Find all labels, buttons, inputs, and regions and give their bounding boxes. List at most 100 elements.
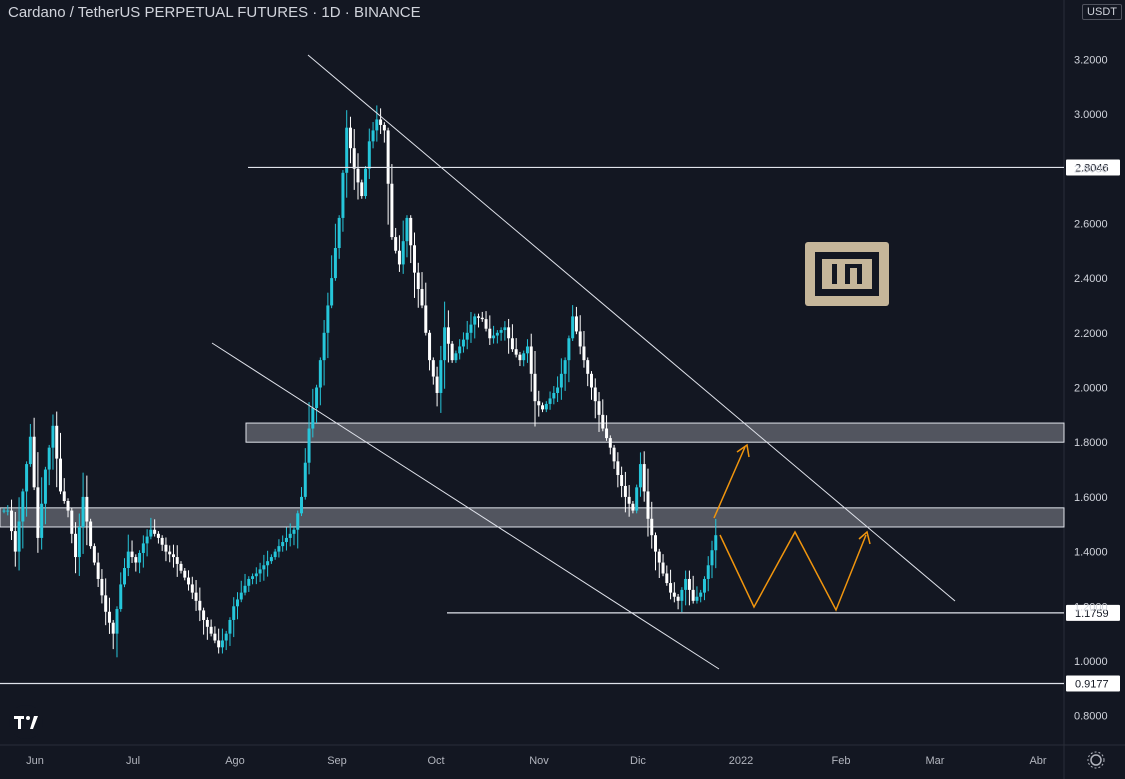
zones [0,422,1065,528]
candle-body [228,619,232,634]
candle-body [123,568,127,585]
x-tick-label: Jul [126,755,140,767]
candle-body [533,373,537,402]
candle-body [412,245,416,273]
candle-body [522,353,526,361]
candle-body [593,387,597,402]
candle-body [458,346,462,354]
candle-body [657,551,661,563]
candle-body [307,428,311,463]
y-axis-ticks: 0.8000 1.0000 1.2000 1.4000 1.6000 1.8000 2.00… [1074,54,1108,722]
candle-body [205,619,209,627]
candle-body [175,557,179,564]
x-tick-label: Sep [327,755,347,767]
currency-badge[interactable]: USDT [1082,4,1122,20]
candle-body [646,491,650,519]
candle-body [213,633,217,641]
candle-body [266,561,270,566]
candle-body [631,503,635,511]
candle-body [687,578,691,590]
y-tick-label: 2.0000 [1074,383,1108,395]
candle-body [650,518,654,536]
candle-body [74,533,78,558]
candle-body [330,278,334,306]
candle-body [510,338,514,350]
candle-body [484,319,488,329]
candle-body [382,124,386,131]
candle-body [190,584,194,593]
candle-body [669,583,673,593]
candle-body [691,589,695,601]
candle-body [424,305,428,333]
candle-body [77,526,81,558]
candle-body [465,332,469,340]
candle-body [695,596,699,601]
candle-body [461,339,465,347]
candle-body [676,596,680,601]
candle-body [92,546,96,563]
candle-body [311,408,315,429]
candle-body [89,521,93,547]
candle-body [638,464,642,488]
candle-body [141,543,145,553]
chart-title: Cardano / TetherUS PERPETUAL FUTURES · 1… [8,4,421,21]
candle-body [529,346,533,374]
candle-body [326,305,330,333]
y-tick-label: 2.2000 [1074,328,1108,340]
gear-icon[interactable] [1087,751,1105,769]
y-tick-label: 3.0000 [1074,109,1108,121]
y-tick-label: 2.4000 [1074,273,1108,285]
beincrypto-logo [805,242,889,306]
candle-body [397,250,401,265]
candle-body [386,130,390,184]
candle-body [507,327,511,339]
candle-body [130,551,134,558]
resistance-zone [245,422,1065,443]
candle-body [371,130,375,142]
projection [713,443,871,612]
candle-body [574,316,578,332]
candle-body [352,148,356,169]
candle-body [333,248,337,279]
candle-body [661,562,665,574]
candle-body [40,503,44,538]
candle-body [66,501,70,511]
candle-body [620,475,624,486]
candle-body [364,168,368,197]
candle-body [13,531,17,552]
candle-body [348,127,352,149]
candle-body [706,565,710,579]
candle-body [544,403,548,410]
candle-body [62,491,66,502]
candle-body [100,578,104,596]
candle-body [85,496,89,522]
candle-body [145,536,149,544]
candle-body [367,141,371,169]
y-tick-label: 1.2000 [1074,601,1108,613]
upper-trendline [307,54,956,602]
candle-body [220,640,224,648]
candle-body [243,585,247,593]
candle-body [488,328,492,339]
candle-body [642,464,646,492]
candle-body [194,592,198,601]
candle-body [477,316,481,318]
candle-body [612,447,616,462]
candle-body [394,237,398,251]
candle-body [179,563,183,571]
candle-body [431,360,435,377]
candle-body [217,640,221,648]
tradingview-logo-icon[interactable] [8,704,44,740]
candle-body [315,387,319,409]
candle-body [119,584,123,610]
candle-body [654,535,658,552]
price-levels: 2.8046 1.1759 0.9177 [0,159,1120,692]
candle-body [356,168,360,183]
candle-body [303,462,307,497]
candle-body [435,376,439,393]
candle-body [635,487,639,511]
candle-body [235,599,239,607]
support-zone [0,507,1065,528]
y-tick-label: 0.8000 [1074,711,1108,723]
